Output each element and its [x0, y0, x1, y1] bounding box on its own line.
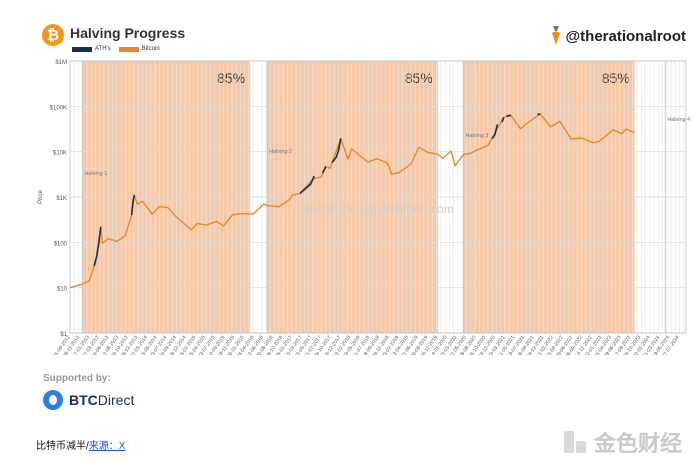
jinse-watermark-text: 金色财经: [594, 432, 683, 457]
btc-direct-logo: BTCDirect: [43, 390, 134, 410]
y-tick-label: $10K: [53, 151, 67, 157]
source-link[interactable]: 来源：X: [88, 441, 126, 452]
y-tick-label: $1M: [55, 60, 67, 66]
legend-label-bitcoin: Bitcoin: [141, 46, 160, 52]
progress-percent-label: 85%: [405, 70, 433, 86]
footer-text: 比特币减半/: [36, 441, 89, 452]
y-tick-label: $1K: [56, 196, 67, 202]
legend-swatch-bitcoin: [118, 46, 139, 52]
chart-header: ₿ Halving Progress ATH's Bitcoin @therat…: [0, 0, 700, 60]
y-tick-label: $1: [60, 332, 67, 338]
y-axis-label: Price: [38, 190, 44, 204]
btc-direct-wordmark: BTCDirect: [69, 392, 134, 408]
ath-segment-line: [537, 113, 541, 116]
plot-frame: [69, 60, 687, 334]
halving-label: Halving 2: [269, 149, 292, 155]
author-handle-text: @therationalroot: [565, 27, 686, 45]
chart-area: 85% 85% 85% $1 $10 $100 $1K $10K $100K $1M Price Ha…: [0, 55, 700, 359]
carrot-icon: [551, 26, 560, 45]
footer-note: 比特币减半/来源：X: [36, 437, 125, 452]
legend-item-bitcoin: Bitcoin: [118, 46, 160, 52]
progress-percent-label: 85%: [217, 70, 245, 86]
ath-segment-line: [506, 114, 512, 117]
legend-swatch-aths: [72, 46, 92, 52]
legend-label-aths: ATH's: [95, 46, 111, 52]
halving-label: Halving 3: [466, 133, 489, 139]
ath-segment-line: [501, 117, 505, 123]
halving-label: Halving 1: [84, 171, 107, 177]
y-tick-label: $100K: [50, 105, 67, 111]
chart-legend: ATH's Bitcoin: [72, 46, 168, 52]
y-tick-label: $10: [57, 287, 68, 293]
jinse-watermark-logo: 金色财经: [562, 426, 682, 458]
ath-segment-line: [299, 175, 316, 195]
ath-segment-line: [491, 124, 499, 139]
jinse-logo-icon: [564, 431, 586, 453]
btc-direct-brand-rest: Direct: [97, 392, 135, 408]
ath-segment-line: [331, 138, 342, 164]
halving-label: Halving 4: [667, 117, 690, 123]
btc-direct-icon: [43, 390, 63, 410]
ath-segment-line: [130, 194, 136, 216]
y-tick-label: $100: [54, 241, 68, 247]
bitcoin-logo-icon: ₿: [42, 24, 64, 46]
site-watermark: BitcoinStrategyPlatform.com: [302, 202, 453, 216]
ath-segment-line: [321, 166, 327, 174]
chart-title: Halving Progress: [70, 25, 186, 41]
halving-progress-chart: 85% 85% 85%$1$10$100$1K$10K$100K$1MPriceHa…: [38, 60, 690, 359]
supported-by-label: Supported by:: [43, 373, 111, 384]
legend-item-aths: ATH's: [72, 46, 111, 52]
btc-direct-brand-bold: BTC: [69, 392, 98, 408]
ath-segment-line: [93, 226, 102, 267]
author-handle: @therationalroot: [550, 26, 686, 46]
